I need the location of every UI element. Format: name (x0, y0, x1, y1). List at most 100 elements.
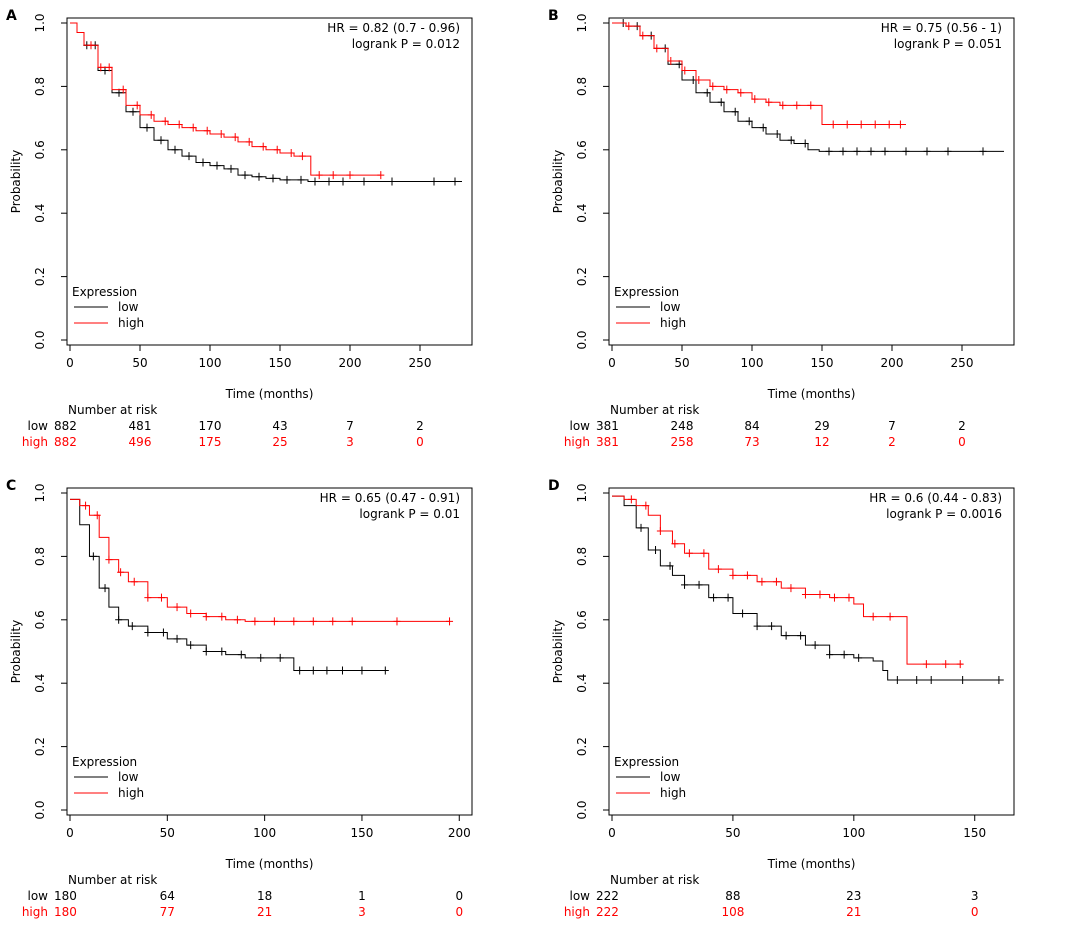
risk-value: 88 (725, 889, 740, 903)
censor-mark-low (159, 628, 167, 637)
km-chart-d: D 0.0 0.2 0.4 0.6 0.8 1.0 Probability 0 50 100 150 T… (548, 478, 1015, 919)
x-tick-label: 150 (350, 826, 373, 840)
censor-mark-high (189, 123, 197, 132)
censor-mark-high (175, 120, 183, 129)
x-axis-label: Time (months) (767, 857, 856, 871)
risk-row-label-low: low (570, 889, 591, 903)
censor-mark-high (97, 63, 105, 72)
survival-curve-high (70, 498, 450, 622)
censor-mark-high (807, 101, 815, 110)
risk-value: 882 (54, 435, 77, 449)
risk-value: 170 (199, 419, 222, 433)
censor-mark-low (797, 631, 805, 640)
censor-mark-high (751, 95, 759, 104)
risk-value: 381 (596, 419, 619, 433)
y-tick-label: 0.6 (33, 140, 47, 159)
y-tick-label: 1.0 (33, 13, 47, 32)
censor-mark-low (745, 117, 753, 126)
y-tick-label: 0.8 (575, 547, 589, 566)
censor-mark-high (187, 609, 195, 618)
censor-mark-high (203, 126, 211, 135)
censor-mark-low (89, 552, 97, 561)
legend-label-low: low (118, 300, 139, 314)
km-chart-a: A 0.0 0.2 0.4 0.6 0.8 1.0 Probability 0 50 100 150 2… (6, 8, 473, 449)
risk-value: 43 (272, 419, 287, 433)
risk-value: 0 (455, 889, 463, 903)
risk-row-label-high: high (564, 905, 590, 919)
censor-mark-high (117, 568, 125, 577)
censor-mark-high (700, 549, 708, 558)
censor-mark-low (218, 647, 226, 656)
censor-mark-high (157, 593, 165, 602)
censor-mark-high (329, 171, 337, 180)
censor-mark-low (173, 634, 181, 643)
censor-mark-high (625, 22, 633, 31)
x-tick-label: 50 (132, 356, 147, 370)
plot-frame (66, 17, 473, 346)
risk-value: 29 (814, 419, 829, 433)
censor-mark-high (787, 584, 795, 593)
censor-mark-low (339, 177, 347, 186)
risk-value: 3 (971, 889, 979, 903)
panel-d: D 0.0 0.2 0.4 0.6 0.8 1.0 Probability 0 50 100 150 T… (542, 470, 1084, 940)
survival-curve-low (70, 498, 386, 672)
y-tick-label: 0.6 (33, 610, 47, 629)
panel-label: B (548, 8, 559, 24)
censor-mark-high (886, 612, 894, 621)
risk-value: 0 (416, 435, 424, 449)
censor-mark-low (129, 107, 137, 116)
censor-mark-high (231, 133, 239, 142)
censor-mark-low (979, 147, 987, 156)
censor-mark-low (296, 666, 304, 675)
risk-value: 258 (671, 435, 694, 449)
censor-mark-low (773, 129, 781, 138)
censor-mark-low (959, 676, 967, 685)
y-tick-label: 1.0 (575, 483, 589, 502)
risk-value: 222 (596, 889, 619, 903)
censor-mark-low (768, 622, 776, 631)
x-tick-label: 200 (881, 356, 904, 370)
logrank-annotation: logrank P = 0.0016 (886, 507, 1002, 521)
censor-mark-low (731, 107, 739, 116)
censor-mark-high (772, 577, 780, 586)
censor-mark-low (144, 628, 152, 637)
censor-mark-high (729, 571, 737, 580)
censor-mark-high (885, 120, 893, 129)
y-axis-label: Probability (9, 150, 23, 213)
censor-mark-high (642, 501, 650, 510)
x-tick-label: 250 (951, 356, 974, 370)
x-tick-label: 50 (674, 356, 689, 370)
y-tick-label: 0.0 (575, 800, 589, 819)
censor-mark-low (157, 136, 165, 145)
censor-mark-high (130, 577, 138, 586)
censor-mark-low (325, 177, 333, 186)
censor-mark-low (227, 164, 235, 173)
y-axis-label: Probability (551, 150, 565, 213)
censor-mark-high (287, 148, 295, 157)
censor-mark-low (855, 653, 863, 662)
x-tick-label: 150 (811, 356, 834, 370)
risk-row-label-high: high (22, 435, 48, 449)
logrank-annotation: logrank P = 0.051 (894, 37, 1002, 51)
censor-mark-low (717, 98, 725, 107)
risk-value: 21 (257, 905, 272, 919)
panel-a: A 0.0 0.2 0.4 0.6 0.8 1.0 Probability 0 50 100 150 2… (0, 0, 542, 470)
censor-mark-high (309, 617, 317, 626)
censor-mark-high (667, 57, 675, 66)
survival-curve-high (612, 22, 906, 125)
censor-mark-low (840, 650, 848, 659)
censor-mark-high (105, 63, 113, 72)
y-tick-label: 0.2 (33, 737, 47, 756)
risk-value: 23 (846, 889, 861, 903)
censor-mark-high (639, 31, 647, 40)
censor-mark-low (128, 622, 136, 631)
legend-label-high: high (660, 786, 686, 800)
censor-mark-high (348, 617, 356, 626)
censor-mark-low (913, 676, 921, 685)
x-axis-label: Time (months) (225, 857, 314, 871)
censor-mark-low (825, 147, 833, 156)
risk-value: 2 (958, 419, 966, 433)
censor-mark-high (857, 120, 865, 129)
censor-mark-low (724, 593, 732, 602)
